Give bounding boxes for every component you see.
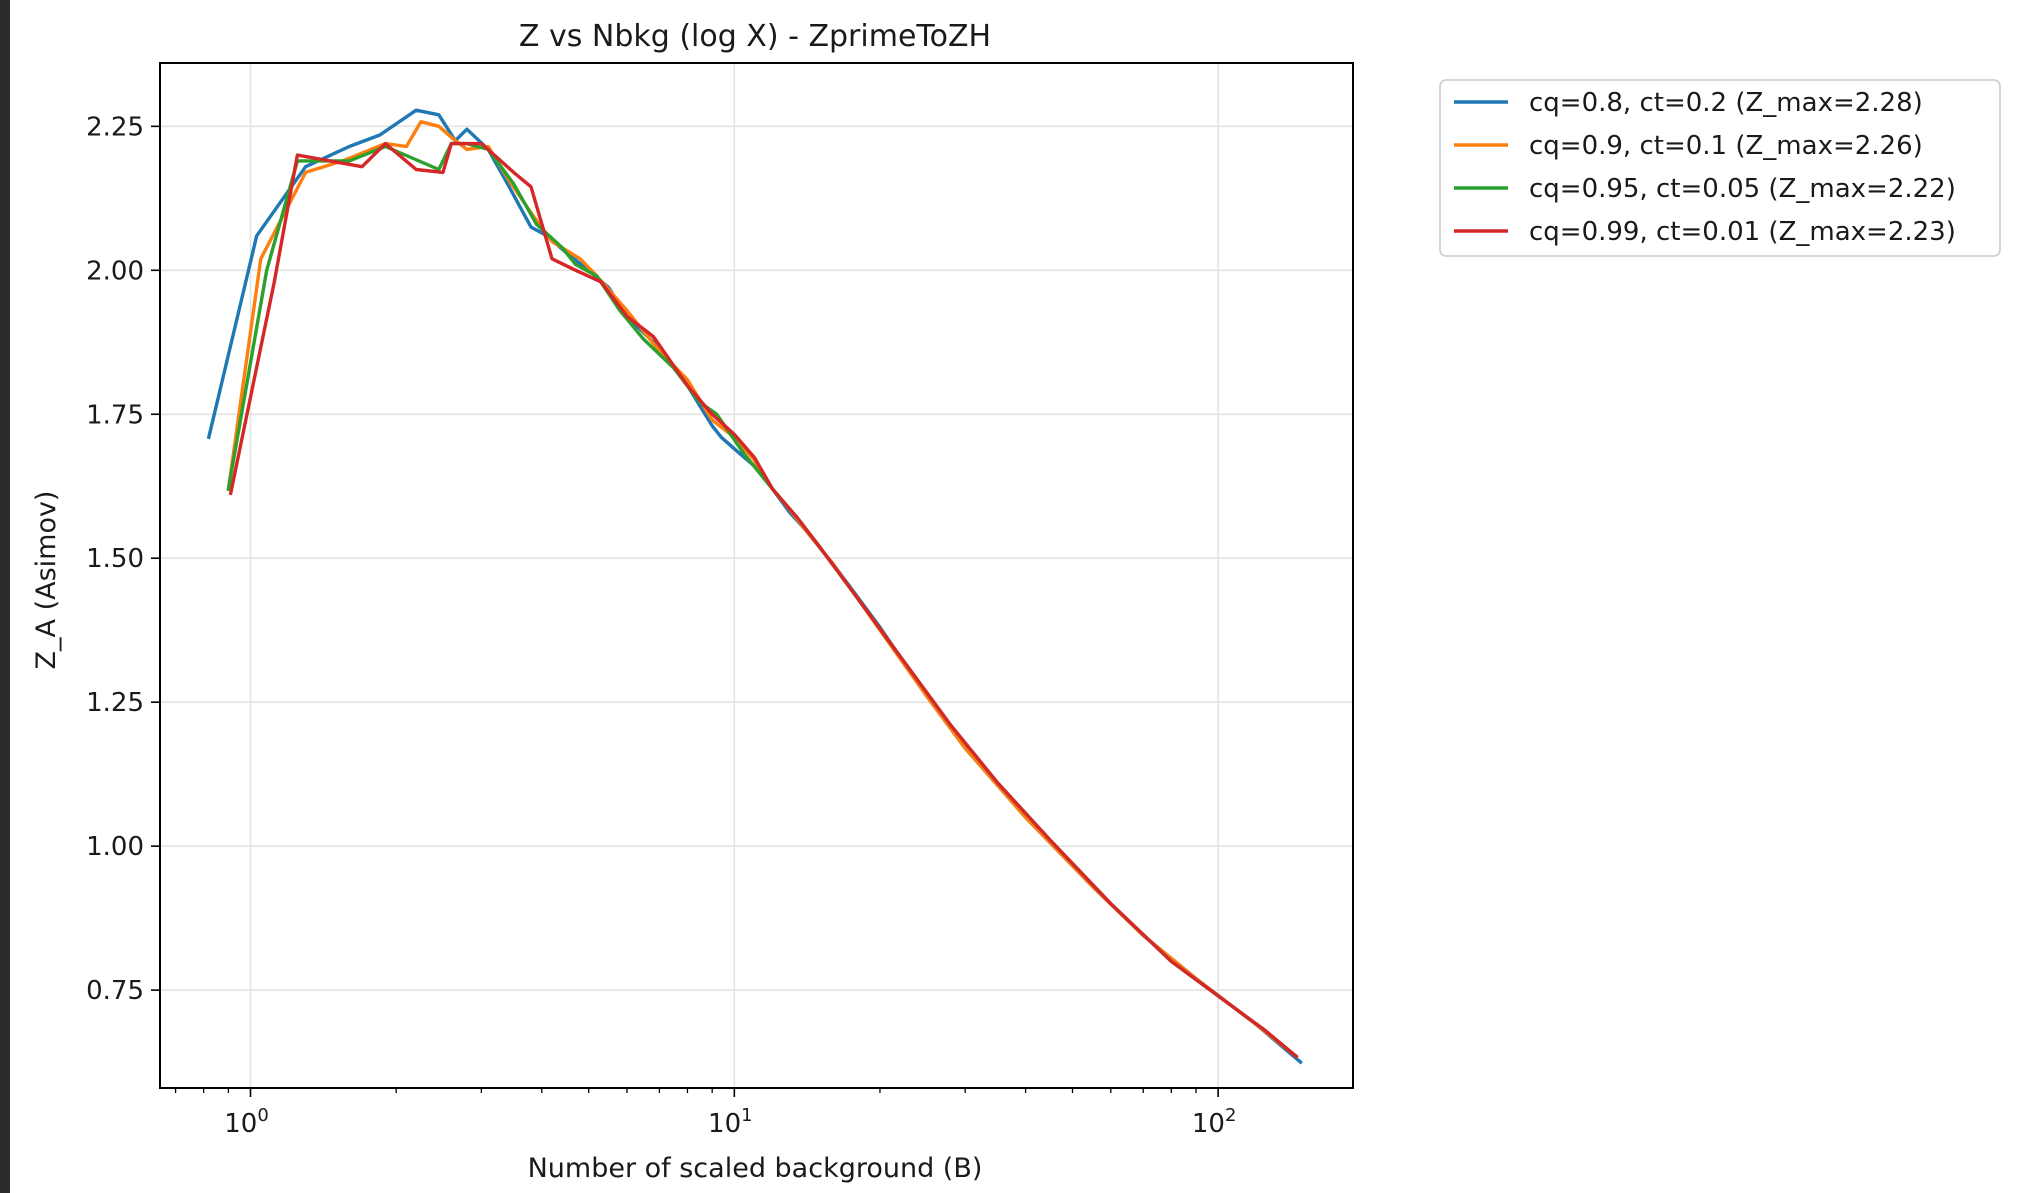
y-tick-label: 1.00	[86, 832, 144, 862]
y-tick-label: 0.75	[86, 976, 144, 1006]
y-tick-label: 2.25	[86, 112, 144, 142]
legend: cq=0.8, ct=0.2 (Z_max=2.28) cq=0.9, ct=0.…	[1439, 79, 2001, 257]
y-tick-label: 2.00	[86, 256, 144, 286]
series-line	[228, 141, 1299, 1059]
series-line	[226, 141, 1299, 1059]
y-axis-label: Z_A (Asimov)	[31, 491, 62, 670]
legend-entry-label: cq=0.9, ct=0.1 (Z_max=2.26)	[1529, 131, 1923, 161]
y-tick-label: 1.25	[86, 688, 144, 718]
series-lines	[206, 108, 1303, 1065]
figure-canvas: Z vs Nbkg (log X) - ZprimeToZH Number of…	[10, 0, 2025, 1193]
series-line	[226, 119, 1299, 1059]
x-tick-label: 101	[708, 1105, 753, 1139]
x-tick-label: 102	[1192, 1105, 1237, 1139]
series-line	[206, 108, 1303, 1065]
plot-area-frame	[159, 62, 1354, 1089]
y-tick-label: 1.50	[86, 544, 144, 574]
grid-lines	[160, 63, 1353, 1088]
legend-entry-label: cq=0.99, ct=0.01 (Z_max=2.23)	[1529, 217, 1956, 247]
x-tick-label: 100	[224, 1105, 269, 1139]
line-chart: Z vs Nbkg (log X) - ZprimeToZH Number of…	[31, 19, 2001, 1184]
y-tick-label: 1.75	[86, 400, 144, 430]
x-axis-label: Number of scaled background (B)	[528, 1153, 983, 1184]
legend-entry-label: cq=0.8, ct=0.2 (Z_max=2.28)	[1529, 88, 1923, 118]
chart-title: Z vs Nbkg (log X) - ZprimeToZH	[519, 19, 991, 54]
legend-entry-label: cq=0.95, ct=0.05 (Z_max=2.22)	[1529, 174, 1956, 204]
legend-box	[1439, 79, 2001, 257]
